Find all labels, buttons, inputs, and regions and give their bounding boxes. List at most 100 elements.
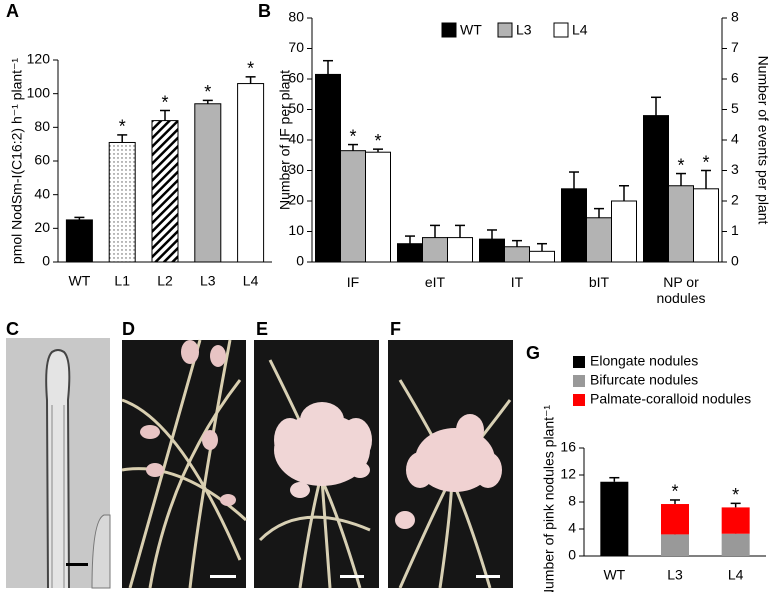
bar-segment [721,507,750,534]
y-tick-label: 80 [34,118,50,134]
significance-mark: * [732,485,739,505]
bar-segment [661,534,689,556]
photo-e [254,340,379,589]
y2-tick-label: 1 [731,222,739,238]
legend-swatch [441,22,457,38]
bar [504,246,530,263]
legend-label: L4 [572,22,588,38]
y-tick-label: 20 [34,219,50,235]
y-tick-label: 16 [560,439,576,455]
y2-tick-label: 0 [731,253,739,269]
y-axis-label: pmol NodSm-I(C16:2) h⁻¹ plant⁻¹ [9,58,25,265]
legend-label: WT [460,22,482,38]
bar [340,150,366,263]
bar [529,250,555,263]
legend-swatch [573,356,585,368]
bar [611,200,637,263]
y-tick-label: 30 [288,161,304,177]
y-tick-label: 100 [27,84,51,100]
bar-segment [721,533,750,556]
significance-mark: * [702,152,709,172]
y-tick-label: 60 [34,152,50,168]
x-tick-label: L2 [157,273,173,289]
x-tick-label: NP or nodules [656,274,706,306]
significance-mark: * [677,155,684,175]
legend-swatch [573,394,585,406]
significance-mark: * [374,131,381,151]
legend-label: L3 [516,22,532,38]
bar [315,73,341,263]
x-tick-label: WT [603,567,625,583]
y-tick-label: 8 [568,493,576,509]
y-axis-label: Number of pink nodules plant⁻¹ [541,405,557,592]
bar [693,188,719,263]
y-tick-label: 60 [288,70,304,86]
bar [151,120,179,263]
x-tick-label: WT [69,273,91,289]
legend-label: Palmate-coralloid nodules [590,391,751,407]
y2-tick-label: 3 [731,161,739,177]
x-tick-label: bIT [588,274,610,290]
y-tick-label: 120 [27,51,51,67]
y2-tick-label: 2 [731,192,739,208]
y-axis-label: Number of IF per plant [277,70,293,210]
y2-tick-label: 5 [731,100,739,116]
y-tick-label: 12 [560,466,576,482]
panel-label: C [6,319,19,339]
bar [586,217,612,263]
y-tick-label: 50 [288,100,304,116]
significance-mark: * [671,482,678,502]
significance-mark: * [349,126,356,146]
legend-swatch [553,22,569,38]
legend-swatch [573,375,585,387]
y-tick-label: 40 [288,131,304,147]
photo-c [6,338,111,589]
x-tick-label: L3 [200,273,216,289]
photo-f [388,340,513,589]
y-tick-label: 0 [568,547,576,563]
x-tick-label: L4 [243,273,259,289]
x-tick-label: eIT [424,274,446,290]
y2-tick-label: 8 [731,9,739,25]
y-tick-label: 20 [288,192,304,208]
x-tick-label: L3 [667,567,683,583]
bar [237,83,265,263]
panel-label: B [258,1,271,21]
bar [194,103,222,263]
x-tick-label: L4 [728,567,744,583]
bar [108,141,136,263]
legend-label: Elongate nodules [590,353,698,369]
bar [65,219,93,263]
panel-label: F [390,319,401,339]
bar [365,151,391,263]
y-tick-label: 0 [42,253,50,269]
y-tick-label: 4 [568,520,576,536]
bar-segment [661,504,689,535]
y2-tick-label: 7 [731,39,739,55]
bar [643,115,669,263]
bar [561,188,587,263]
x-tick-label: IF [346,274,360,290]
x-tick-label: IT [510,274,524,290]
panel-label: A [6,1,19,21]
y-tick-label: 0 [296,253,304,269]
legend-label: Bifurcate nodules [590,372,698,388]
bar-segment [600,481,629,556]
significance-mark: * [204,82,211,102]
y-tick-label: 70 [288,39,304,55]
y2-tick-label: 6 [731,70,739,86]
significance-mark: * [247,59,254,79]
x-tick-label: L1 [114,273,130,289]
y-tick-label: 10 [288,222,304,238]
y-tick-label: 40 [34,185,50,201]
bar [422,237,448,263]
bar [668,185,694,263]
y2-axis-label: Number of events per plant [755,56,771,225]
panel-label: G [526,343,540,363]
bar [447,237,473,263]
panel-label: D [122,319,135,339]
photo-d [121,339,248,589]
y2-tick-label: 4 [731,131,739,147]
